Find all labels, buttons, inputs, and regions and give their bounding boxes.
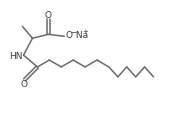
Text: O: O [45, 11, 52, 20]
Text: HN: HN [9, 52, 22, 61]
Text: −: − [70, 28, 76, 37]
Text: +: + [82, 29, 88, 35]
Text: O: O [65, 31, 72, 40]
Text: O: O [20, 80, 27, 89]
Text: Na: Na [73, 31, 88, 40]
